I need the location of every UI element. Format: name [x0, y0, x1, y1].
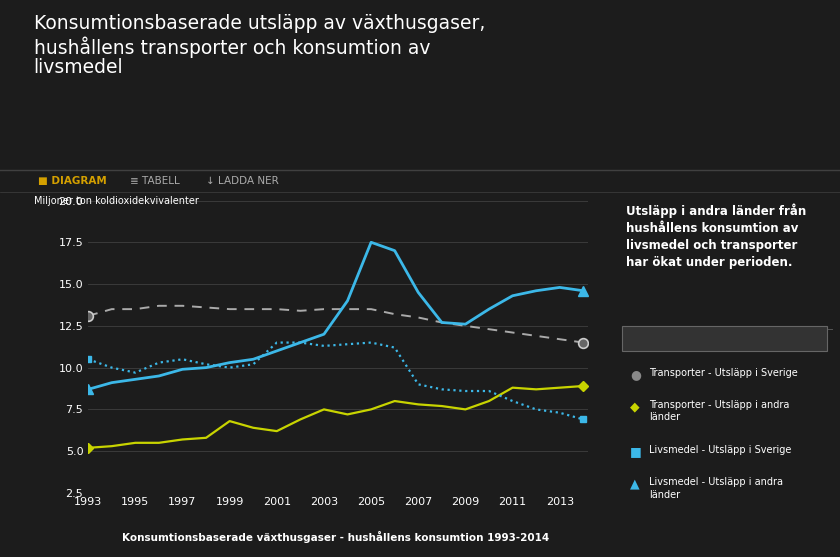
Text: Utsläpp i andra länder från
hushållens konsumtion av
livsmedel och transporter
h: Utsläpp i andra länder från hushållens k…	[626, 203, 806, 269]
Text: hushållens transporter och konsumtion av: hushållens transporter och konsumtion av	[34, 36, 430, 58]
Text: Konsumtionsbaserade växthusgaser - hushållens konsumtion 1993-2014: Konsumtionsbaserade växthusgaser - hushå…	[123, 531, 549, 543]
Text: ◆: ◆	[630, 400, 639, 413]
Text: Livsmedel - Utsläpp i andra
länder: Livsmedel - Utsläpp i andra länder	[649, 477, 784, 500]
Text: ■: ■	[630, 445, 642, 458]
Text: Transporter - Utsläpp i andra
länder: Transporter - Utsläpp i andra länder	[649, 400, 790, 422]
Text: livsmedel: livsmedel	[34, 58, 123, 77]
Text: □  Dölj alla: □ Dölj alla	[630, 329, 692, 339]
Text: Livsmedel - Utsläpp i Sverige: Livsmedel - Utsläpp i Sverige	[649, 445, 791, 455]
Text: ●: ●	[630, 368, 641, 380]
Text: ≣ TABELL: ≣ TABELL	[130, 176, 180, 186]
Text: ↓ LADDA NER: ↓ LADDA NER	[206, 176, 279, 186]
Text: Konsumtionsbaserade utsläpp av växthusgaser,: Konsumtionsbaserade utsläpp av växthusga…	[34, 14, 485, 33]
Text: Transporter - Utsläpp i Sverige: Transporter - Utsläpp i Sverige	[649, 368, 798, 378]
Text: ■ DIAGRAM: ■ DIAGRAM	[38, 176, 107, 186]
Text: ▲: ▲	[630, 477, 639, 491]
Text: Miljoner ton koldioxidekvivalenter: Miljoner ton koldioxidekvivalenter	[34, 196, 198, 206]
